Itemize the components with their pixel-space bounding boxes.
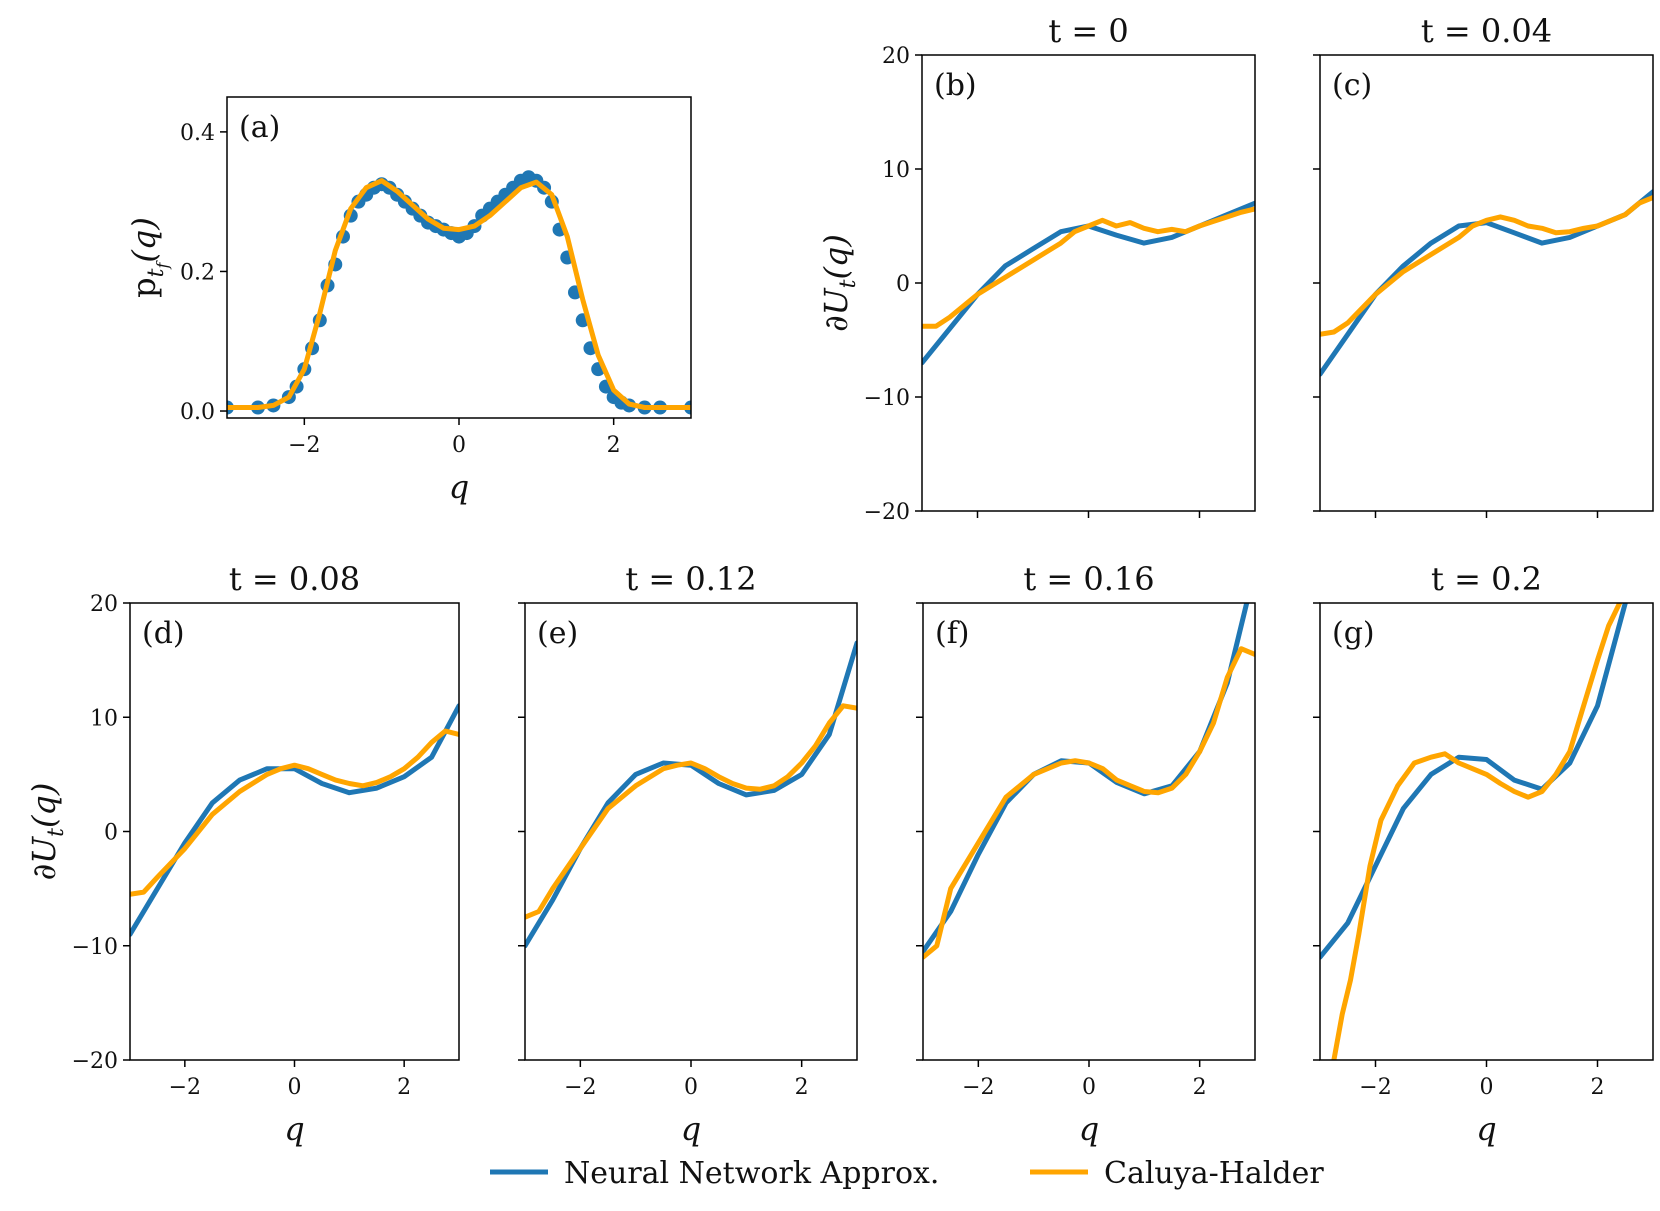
ch-series-line — [922, 206, 1255, 329]
nn-series-line — [923, 603, 1250, 954]
legend-nn-label: Neural Network Approx. — [564, 1156, 939, 1191]
panel-label: (d) — [142, 616, 185, 651]
y-axis-label-subsub: f — [153, 260, 172, 270]
y-axis-label: ∂Ut(q) — [817, 234, 861, 332]
nn-series-line — [130, 703, 459, 937]
y-tick-label: 0.0 — [180, 400, 215, 425]
y-axis-label-main: ∂U — [817, 287, 855, 332]
ch-series-line — [1320, 195, 1653, 337]
x-tick-label: −2 — [962, 1075, 994, 1100]
x-tick-label: 2 — [1193, 1075, 1207, 1100]
panel-a: −2 0 2 0.0 0.2 0.4 (a) q ptf(q) — [125, 96, 692, 506]
x-tick-label: 2 — [795, 1075, 809, 1100]
x-tick-label: 2 — [1591, 1075, 1605, 1100]
y-axis-label: ∂Ut(q) — [25, 783, 69, 881]
y-tick-label: 10 — [882, 158, 910, 183]
ch-series-line — [1331, 603, 1623, 1060]
x-tick-label: −2 — [564, 1075, 596, 1100]
ch-series-line — [130, 728, 459, 897]
x-tick-label: 2 — [397, 1075, 411, 1100]
y-axis-label-tail: (q) — [25, 783, 63, 828]
ch-series-line — [227, 178, 691, 410]
y-axis-label-main: p — [125, 277, 163, 297]
axes-frame — [1319, 54, 1654, 512]
x-axis-label: q — [1476, 1110, 1496, 1148]
y-tick-label: 10 — [90, 706, 118, 731]
x-axis-label: q — [449, 468, 469, 506]
panel-title: t = 0.04 — [1421, 12, 1552, 50]
x-tick-label: −2 — [1359, 1075, 1391, 1100]
x-axis-label: q — [1079, 1110, 1099, 1148]
x-tick-label: −2 — [288, 433, 320, 458]
panel-label: (f) — [935, 616, 970, 651]
x-tick-label: 0 — [1480, 1075, 1494, 1100]
axes-frame — [922, 602, 1256, 1061]
panel-e: −2 0 2 (e) t = 0.12 q — [518, 560, 858, 1148]
panel-g: −2 0 2 (g) t = 0.2 q — [1313, 560, 1654, 1148]
plot-area-a — [227, 170, 691, 415]
panel-f: −2 0 2 (f) t = 0.16 q — [916, 560, 1256, 1148]
panel-title: t = 0 — [1048, 12, 1128, 50]
axes-frame — [226, 96, 692, 419]
y-axis-label-tail: (q) — [817, 234, 855, 279]
y-tick-label: 20 — [90, 592, 118, 617]
panel-label: (a) — [239, 110, 280, 145]
x-tick-label: −2 — [169, 1075, 201, 1100]
panel-b: −20 −10 0 10 20 (b) t = 0 ∂Ut(q) — [817, 12, 1256, 525]
ch-series-line — [525, 703, 857, 920]
axes-frame — [524, 602, 858, 1061]
plot-area-b — [922, 200, 1255, 366]
panel-title: t = 0.12 — [625, 560, 756, 598]
nn-series-line — [525, 640, 857, 949]
x-tick-label: 2 — [607, 433, 621, 458]
axes-frame — [1319, 602, 1654, 1061]
y-tick-label: 0.2 — [180, 260, 215, 285]
y-tick-label: 0 — [896, 272, 910, 297]
plot-area-e — [525, 640, 857, 949]
axes-frame — [921, 54, 1256, 512]
plot-area-g — [1320, 603, 1628, 1060]
x-axis-label: q — [681, 1110, 701, 1148]
panel-label: (b) — [934, 68, 977, 103]
y-tick-label: −20 — [864, 500, 910, 525]
ch-series-line — [923, 646, 1255, 960]
y-tick-label: −10 — [864, 386, 910, 411]
axes-frame — [129, 602, 460, 1061]
panel-label: (g) — [1332, 616, 1375, 651]
panel-title: t = 0.2 — [1431, 560, 1542, 598]
panel-c: (c) t = 0.04 — [1313, 12, 1654, 518]
x-tick-label: 0 — [288, 1075, 302, 1100]
y-axis-label-sub: t — [44, 828, 69, 837]
panel-label: (e) — [537, 616, 578, 651]
panel-label: (c) — [1332, 68, 1372, 103]
legend: Neural Network Approx. Caluya-Halder — [490, 1156, 1324, 1191]
x-tick-label: 0 — [1082, 1075, 1096, 1100]
y-axis-label-sub: t — [836, 279, 861, 288]
panel-title: t = 0.08 — [229, 560, 360, 598]
y-tick-label: 0 — [104, 821, 118, 846]
y-axis-label-sub: t — [144, 268, 169, 277]
x-tick-label: 0 — [452, 433, 466, 458]
y-axis-label: ptf(q) — [125, 217, 172, 298]
x-tick-label: 0 — [684, 1075, 698, 1100]
y-tick-label: −20 — [72, 1049, 118, 1074]
y-tick-label: 0.4 — [180, 121, 215, 146]
plot-area-d — [130, 703, 459, 937]
y-tick-label: −10 — [72, 935, 118, 960]
x-axis-label: q — [284, 1110, 304, 1148]
plot-area-c — [1320, 189, 1653, 377]
panel-title: t = 0.16 — [1023, 560, 1154, 598]
y-axis-label-main: ∂U — [25, 836, 63, 881]
y-tick-label: 20 — [882, 44, 910, 69]
legend-ch-label: Caluya-Halder — [1104, 1156, 1324, 1191]
plot-area-f — [923, 603, 1255, 960]
y-axis-label-tail: (q) — [125, 217, 163, 262]
